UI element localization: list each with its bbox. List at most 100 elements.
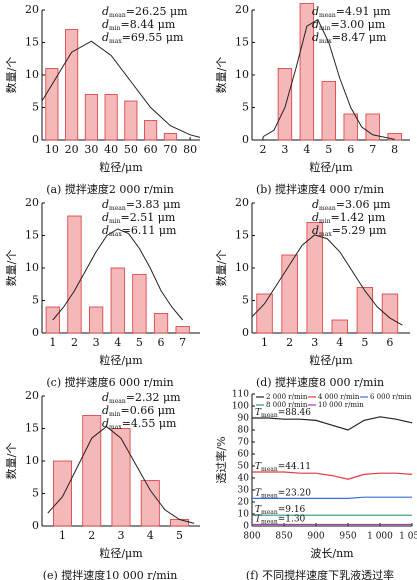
- legend-label: 4 000 r/min: [318, 393, 360, 401]
- x-tick-label: 3: [281, 143, 288, 156]
- y-tick-label: 15: [235, 229, 249, 242]
- y-tick-label: 0: [32, 326, 39, 339]
- y-tick-label: 10: [25, 261, 39, 274]
- fit-curve: [262, 19, 395, 140]
- annotation: dmean=4.91 μm: [312, 5, 391, 19]
- annotation-subscript: min: [319, 25, 331, 32]
- annotation-text: =44.11: [278, 462, 311, 472]
- annotation-text: =5.29 μm: [332, 224, 387, 237]
- y-tick-label: 10: [235, 68, 249, 81]
- x-tick-label: 5: [176, 529, 183, 542]
- x-tick-label: 60: [144, 143, 158, 156]
- bar: [132, 274, 147, 334]
- x-tick-label: 6: [347, 143, 354, 156]
- y-tick-label: 20: [25, 196, 39, 209]
- annotation: dmax=5.29 μm: [312, 224, 387, 238]
- x-axis-label: 粒径/μm: [309, 160, 353, 174]
- annotation-text: =2.32 μm: [126, 391, 181, 404]
- annotation-subscript: mean: [319, 205, 336, 212]
- annotation: Tmean=1.30: [255, 514, 306, 525]
- annotation-subscript: mean: [109, 398, 126, 405]
- annotation-symbol: d: [312, 224, 319, 237]
- annotation-symbol: d: [312, 211, 319, 224]
- bar: [82, 415, 102, 527]
- x-tick-label: 1: [261, 336, 268, 349]
- bar: [387, 133, 402, 141]
- y-axis-label: 数量/个: [215, 57, 228, 94]
- bar: [256, 293, 273, 334]
- x-tick-label: 5: [325, 143, 332, 156]
- annotation-symbol: d: [312, 31, 319, 44]
- caption: (e) 搅拌速度10 000 r/min: [43, 568, 178, 580]
- x-tick-label: 5: [136, 336, 143, 349]
- annotation-subscript: max: [109, 424, 122, 431]
- bar: [65, 29, 79, 141]
- x-tick-label: 1 050: [399, 532, 417, 542]
- y-tick-label: 110: [232, 390, 249, 400]
- x-tick-label: 3: [118, 529, 125, 542]
- bar: [281, 254, 298, 334]
- y-axis-label: 透过率/%: [214, 436, 228, 483]
- bar: [163, 133, 177, 141]
- line: [252, 416, 413, 431]
- bar: [343, 113, 358, 141]
- caption: (b) 搅拌速度4 000 r/min: [256, 182, 384, 196]
- x-tick-label: 6: [158, 336, 165, 349]
- x-axis-label: 波长/nm: [310, 547, 354, 560]
- bar: [153, 313, 169, 334]
- x-tick-label: 1: [59, 529, 66, 542]
- bar: [365, 113, 380, 141]
- y-tick-label: 0: [243, 522, 249, 532]
- y-tick-label: 15: [235, 36, 249, 49]
- bar: [53, 460, 72, 527]
- annotation-text: =88.46: [278, 408, 312, 418]
- annotation-symbol: d: [102, 417, 109, 430]
- annotation-symbol: T: [255, 408, 262, 418]
- x-axis-label: 粒径/μm: [99, 546, 143, 560]
- y-tick-label: 5: [32, 487, 39, 500]
- y-tick-label: 15: [25, 229, 39, 242]
- caption: (d) 搅拌速度8 000 r/min: [256, 375, 384, 389]
- x-tick-label: 900: [307, 532, 324, 542]
- annotation-text: =4.91 μm: [336, 5, 391, 18]
- y-tick-label: 40: [238, 474, 250, 484]
- annotation-symbol: d: [102, 18, 109, 31]
- annotation-subscript: max: [319, 38, 332, 45]
- annotation-text: =3.83 μm: [126, 198, 181, 211]
- annotation-symbol: T: [255, 488, 262, 498]
- annotation-subscript: min: [109, 25, 121, 32]
- annotation-subscript: mean: [261, 509, 278, 516]
- annotation: Tmean=44.11: [255, 462, 311, 473]
- annotation-text: =8.44 μm: [121, 18, 176, 31]
- annotation-subscript: mean: [261, 466, 278, 473]
- x-tick-label: 8: [391, 143, 398, 156]
- y-tick-label: 5: [32, 294, 39, 307]
- annotation-text: =69.55 μm: [122, 31, 184, 44]
- x-axis-label: 粒径/μm: [309, 353, 353, 367]
- annotation: Tmean=88.46: [255, 408, 311, 419]
- annotation-text: =8.47 μm: [332, 31, 387, 44]
- x-tick-label: 1 000: [367, 532, 393, 542]
- legend-label: 10 000 r/min: [318, 401, 364, 409]
- y-tick-label: 5: [242, 294, 249, 307]
- annotation: dmax=4.55 μm: [102, 417, 177, 431]
- annotation: dmean=2.32 μm: [102, 391, 181, 405]
- bar: [84, 94, 98, 141]
- y-tick-label: 0: [242, 326, 249, 339]
- bar: [277, 68, 293, 141]
- annotation: dmin=3.00 μm: [312, 18, 386, 32]
- annotation-subscript: min: [109, 218, 121, 225]
- x-tick-label: 2: [71, 336, 78, 349]
- x-tick-label: 4: [303, 143, 310, 156]
- annotation-symbol: T: [255, 462, 262, 472]
- annotation: dmin=1.42 μm: [312, 211, 386, 225]
- annotation: dmin=0.66 μm: [102, 404, 176, 418]
- y-tick-label: 70: [238, 438, 250, 448]
- annotation-subscript: max: [319, 231, 332, 238]
- fit-curve: [251, 234, 403, 326]
- fit-curve: [52, 228, 184, 321]
- bar: [175, 326, 190, 334]
- bar: [45, 68, 59, 141]
- y-tick-label: 80: [238, 426, 250, 436]
